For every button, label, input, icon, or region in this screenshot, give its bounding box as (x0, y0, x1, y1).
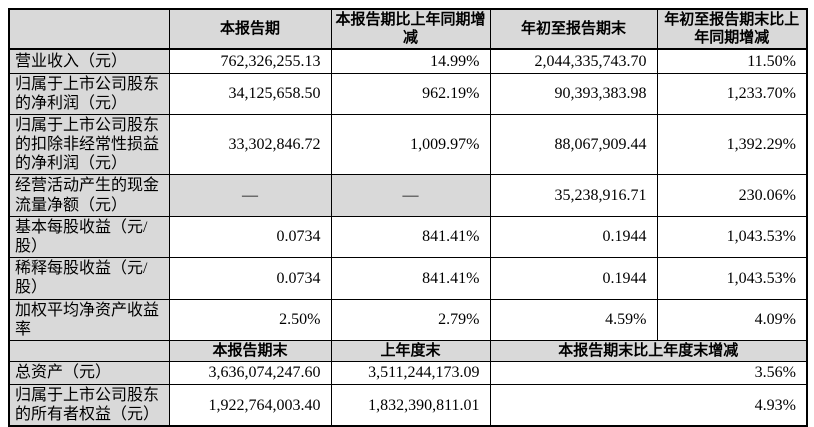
row-label-cell: 经营活动产生的现金流量净额（元） (8, 174, 170, 217)
header-cell-ytd: 年初至报告期末 (489, 8, 658, 50)
row-label-cell: 归属于上市公司股东的所有者权益（元） (8, 383, 170, 427)
corner-cell (8, 339, 170, 362)
row-label-cell: 加权平均净资产收益率 (8, 298, 170, 341)
dash-cell: — (330, 174, 491, 217)
financial-summary-table-wrap: 本报告期 本报告期比上年同期增减 年初至报告期末 年初至报告期末比上年同期增减 … (8, 8, 808, 427)
value-cell: 11.50% (656, 48, 808, 74)
dash-cell: — (168, 174, 332, 217)
header-cell-ytd-yoy: 年初至报告期末比上年同期增减 (656, 8, 808, 50)
value-cell: 1,922,764,003.40 (168, 383, 332, 427)
value-cell: 762,326,255.13 (168, 48, 332, 74)
value-cell: 0.0734 (168, 257, 332, 300)
merged-value-cell: 4.93% (489, 383, 808, 427)
value-cell: 230.06% (656, 174, 808, 217)
value-cell: 88,067,909.44 (489, 113, 658, 176)
value-cell: 90,393,383.98 (489, 72, 658, 115)
corner-cell (8, 8, 170, 50)
value-cell: 0.1944 (489, 257, 658, 300)
value-cell: 1,043.53% (656, 257, 808, 300)
merged-value-cell: 3.56% (489, 360, 808, 385)
value-cell: 2,044,335,743.70 (489, 48, 658, 74)
row-label-cell: 总资产（元） (8, 360, 170, 385)
value-cell: 4.59% (489, 298, 658, 341)
value-cell: 33,302,846.72 (168, 113, 332, 176)
value-cell: 14.99% (330, 48, 491, 74)
value-cell: 841.41% (330, 257, 491, 300)
table-row-net-profit-excl-nonrecurring: 归属于上市公司股东的扣除非经常性损益的净利润（元） 33,302,846.72 … (8, 113, 808, 176)
value-cell: 1,392.29% (656, 113, 808, 176)
table-row-diluted-eps: 稀释每股收益（元/股） 0.0734 841.41% 0.1944 1,043.… (8, 257, 808, 300)
value-cell: 1,832,390,811.01 (330, 383, 491, 427)
header-cell-prior-year-end: 上年度末 (330, 339, 491, 362)
row-label-cell: 基本每股收益（元/股） (8, 215, 170, 259)
row-label-cell: 归属于上市公司股东的扣除非经常性损益的净利润（元） (8, 113, 170, 176)
table-row-revenue: 营业收入（元） 762,326,255.13 14.99% 2,044,335,… (8, 48, 808, 74)
row-label-cell: 归属于上市公司股东的净利润（元） (8, 72, 170, 115)
section2-header-row: 本报告期末 上年度末 本报告期末比上年度末增减 (8, 339, 808, 362)
financial-summary-table: 本报告期 本报告期比上年同期增减 年初至报告期末 年初至报告期末比上年同期增减 … (8, 8, 808, 427)
value-cell: 3,636,074,247.60 (168, 360, 332, 385)
table-row-total-assets: 总资产（元） 3,636,074,247.60 3,511,244,173.09… (8, 360, 808, 385)
header-cell-period-end-change: 本报告期末比上年度末增减 (489, 339, 808, 362)
value-cell: 1,233.70% (656, 72, 808, 115)
value-cell: 1,009.97% (330, 113, 491, 176)
value-cell: 34,125,658.50 (168, 72, 332, 115)
table-row-owners-equity: 归属于上市公司股东的所有者权益（元） 1,922,764,003.40 1,83… (8, 383, 808, 427)
table-row-weighted-avg-roe: 加权平均净资产收益率 2.50% 2.79% 4.59% 4.09% (8, 298, 808, 341)
value-cell: 35,238,916.71 (489, 174, 658, 217)
value-cell: 1,043.53% (656, 215, 808, 259)
value-cell: 2.50% (168, 298, 332, 341)
header-cell-period-end: 本报告期末 (168, 339, 332, 362)
row-label-cell: 稀释每股收益（元/股） (8, 257, 170, 300)
table-row-net-profit: 归属于上市公司股东的净利润（元） 34,125,658.50 962.19% 9… (8, 72, 808, 115)
value-cell: 0.0734 (168, 215, 332, 259)
header-cell-current-period: 本报告期 (168, 8, 332, 50)
value-cell: 4.09% (656, 298, 808, 341)
row-label-cell: 营业收入（元） (8, 48, 170, 74)
value-cell: 841.41% (330, 215, 491, 259)
table-row-operating-cash-flow: 经营活动产生的现金流量净额（元） — — 35,238,916.71 230.0… (8, 174, 808, 217)
value-cell: 2.79% (330, 298, 491, 341)
value-cell: 3,511,244,173.09 (330, 360, 491, 385)
section1-header-row: 本报告期 本报告期比上年同期增减 年初至报告期末 年初至报告期末比上年同期增减 (8, 8, 808, 50)
value-cell: 0.1944 (489, 215, 658, 259)
value-cell: 962.19% (330, 72, 491, 115)
header-cell-current-period-yoy: 本报告期比上年同期增减 (330, 8, 491, 50)
table-row-basic-eps: 基本每股收益（元/股） 0.0734 841.41% 0.1944 1,043.… (8, 215, 808, 259)
